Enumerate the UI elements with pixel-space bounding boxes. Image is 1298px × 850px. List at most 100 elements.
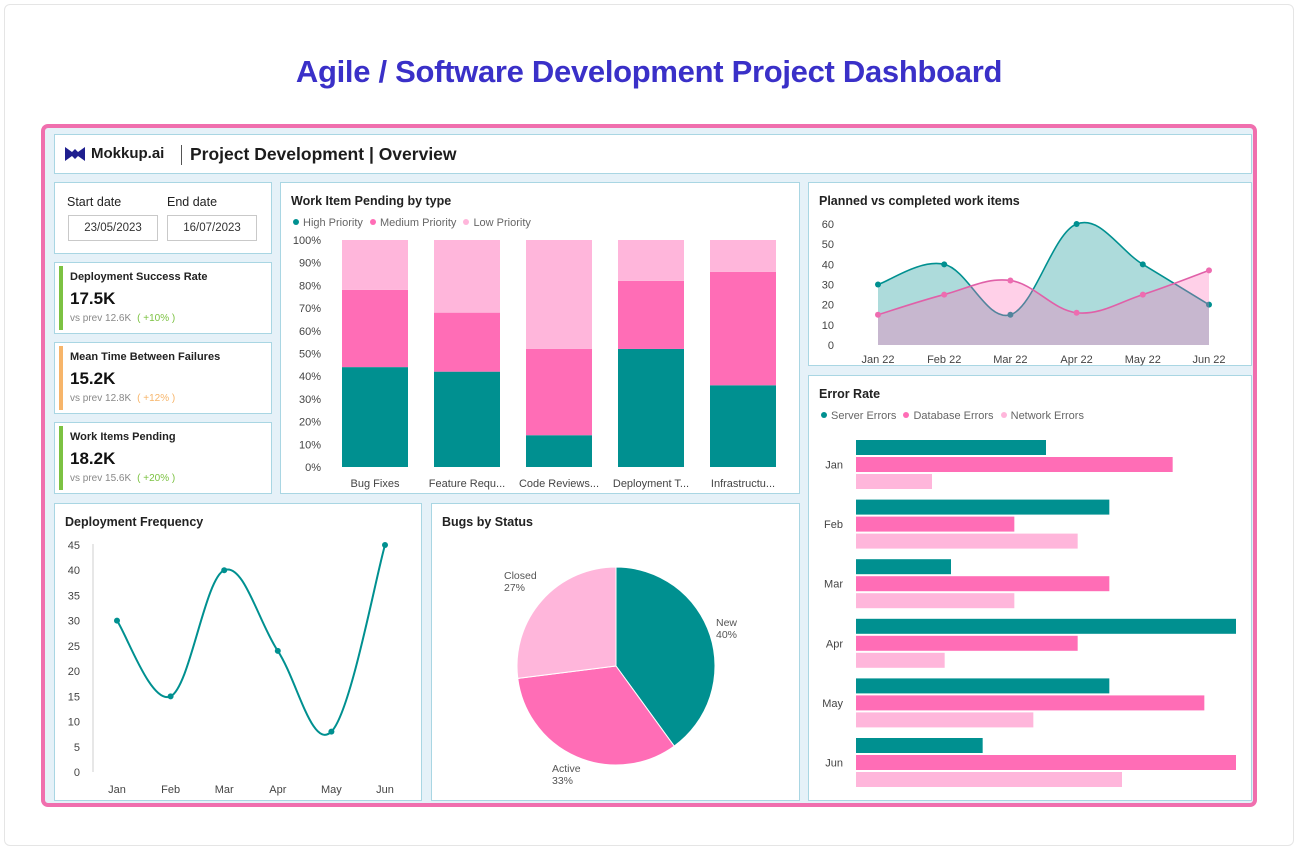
planned-area-chart: 0 10 20 30 40 50 60 Jan 22 Feb 22 Mar 22 Apr 22 May…	[822, 219, 1226, 366]
area-fill	[878, 270, 1209, 345]
bar	[856, 678, 1110, 694]
x-tick-label: May	[321, 784, 342, 796]
legend-item: Medium Priority	[369, 217, 456, 229]
y-tick-label: 30%	[299, 394, 321, 406]
kpi-prev: vs prev 12.8K	[70, 393, 132, 404]
deployment-frequency-panel: Deployment Frequency 0 5 10 15 20 25 30 35 40 45 J…	[54, 503, 422, 801]
kpi-card-deployment-success: Deployment Success Rate 17.5K vs prev 12…	[54, 262, 272, 334]
x-tick-label: Mar	[215, 784, 234, 796]
y-tick-label: 100%	[293, 235, 321, 247]
y-tick-label: 50%	[299, 349, 321, 361]
error-rate-panel: Error Rate Server Errors Database Errors…	[808, 375, 1252, 801]
x-tick-label: Feature Requ...	[429, 478, 505, 490]
x-tick-label: Infrastructu...	[711, 478, 775, 490]
bar-segment	[710, 240, 776, 272]
y-tick-label: Jun	[825, 758, 843, 770]
bar	[856, 755, 1236, 770]
x-tick-label: Deployment T...	[613, 478, 689, 490]
kpi-comparison: vs prev 12.6K ( +10% )	[70, 313, 175, 324]
x-tick-label: Jan	[108, 784, 126, 796]
y-tick-label: 5	[74, 742, 80, 754]
y-tick-label: 20	[68, 666, 80, 678]
slice-label: New	[716, 617, 737, 629]
pie-slice	[615, 566, 716, 747]
y-tick-label: Mar	[824, 579, 843, 591]
x-tick-label: May 22	[1125, 354, 1161, 366]
data-point	[114, 617, 120, 624]
x-tick-label: Feb 22	[927, 354, 961, 366]
kpi-title: Deployment Success Rate	[70, 271, 208, 283]
bar-segment	[618, 240, 684, 281]
chart-title: Bugs by Status	[442, 515, 533, 529]
data-point	[941, 261, 948, 268]
slice-label: Active	[552, 763, 581, 775]
end-date-label: End date	[167, 195, 218, 209]
y-tick-label: 30	[822, 280, 834, 292]
legend-item: Server Errors	[821, 410, 896, 422]
legend-dot-icon	[821, 412, 827, 418]
bar-segment	[342, 367, 408, 467]
x-tick-label: Feb	[161, 784, 180, 796]
y-tick-label: 30	[68, 616, 80, 628]
y-tick-label: 40	[68, 565, 80, 577]
chart-title: Work Item Pending by type	[291, 194, 452, 208]
slice-percent: 33%	[552, 775, 573, 787]
brand-name: Mokkup.ai	[91, 145, 165, 162]
deployment-frequency-line-chart: 0 5 10 15 20 25 30 35 40 45 Jan Feb Mar Apr May Jun	[68, 540, 394, 796]
start-date-input[interactable]: 23/05/2023	[68, 215, 158, 241]
kpi-accent-bar	[59, 346, 63, 410]
legend-label: Low Priority	[473, 217, 531, 229]
kpi-title: Mean Time Between Failures	[70, 351, 221, 363]
x-tick-label: Jun	[376, 784, 394, 796]
legend-item: Database Errors	[903, 410, 994, 422]
data-point	[274, 647, 281, 654]
kpi-comparison: vs prev 15.6K ( +20% )	[70, 473, 175, 484]
bar-segment	[526, 435, 592, 467]
area-fill	[878, 222, 1209, 345]
bar-segment	[618, 280, 684, 349]
bar	[856, 695, 1205, 711]
x-tick-label: Apr	[269, 784, 286, 796]
y-tick-label: 70%	[299, 303, 321, 315]
y-tick-label: 60%	[299, 326, 321, 338]
y-tick-label: 90%	[299, 258, 321, 270]
dashboard-header: Mokkup.ai Project Development | Overview	[54, 134, 1252, 174]
pie-slice	[516, 566, 617, 679]
legend-dot-icon	[463, 219, 470, 225]
bar-segment	[434, 240, 500, 313]
legend-label: High Priority	[303, 217, 363, 229]
slice-label: Closed	[504, 570, 537, 582]
kpi-prev: vs prev 12.6K	[70, 313, 132, 324]
data-point	[1073, 221, 1080, 227]
y-tick-label: 0	[74, 767, 80, 779]
chart-title: Deployment Frequency	[65, 515, 204, 529]
data-point	[875, 281, 881, 288]
bar	[856, 618, 1236, 634]
x-tick-label: Bug Fixes	[351, 478, 400, 490]
legend-item: High Priority	[293, 217, 363, 229]
error-rate-bar-chart: Jan Feb Mar Apr May Jun	[822, 440, 1236, 787]
kpi-value: 17.5K	[70, 289, 116, 308]
start-date-label: Start date	[67, 195, 122, 209]
bar-segment	[710, 271, 776, 386]
bar	[856, 593, 1015, 609]
legend-dot-icon	[369, 219, 376, 225]
y-tick-label: 20	[822, 300, 834, 312]
end-date-input[interactable]: 16/07/2023	[167, 215, 257, 241]
data-point	[941, 291, 948, 298]
chart-title: Planned vs completed work items	[819, 194, 1020, 208]
kpi-value: 18.2K	[70, 449, 116, 468]
kpi-title: Work Items Pending	[70, 431, 176, 443]
series-line	[116, 544, 386, 736]
kpi-accent-bar	[59, 426, 63, 490]
y-tick-label: 15	[68, 691, 80, 703]
bar	[856, 738, 983, 753]
bar	[856, 652, 945, 668]
x-tick-label: Mar 22	[993, 354, 1027, 366]
y-tick-label: 40	[822, 259, 834, 271]
pie-slice	[517, 665, 675, 766]
y-tick-label: Jan	[825, 460, 843, 472]
y-tick-label: 10%	[299, 439, 321, 451]
y-tick-label: 40%	[299, 371, 321, 383]
